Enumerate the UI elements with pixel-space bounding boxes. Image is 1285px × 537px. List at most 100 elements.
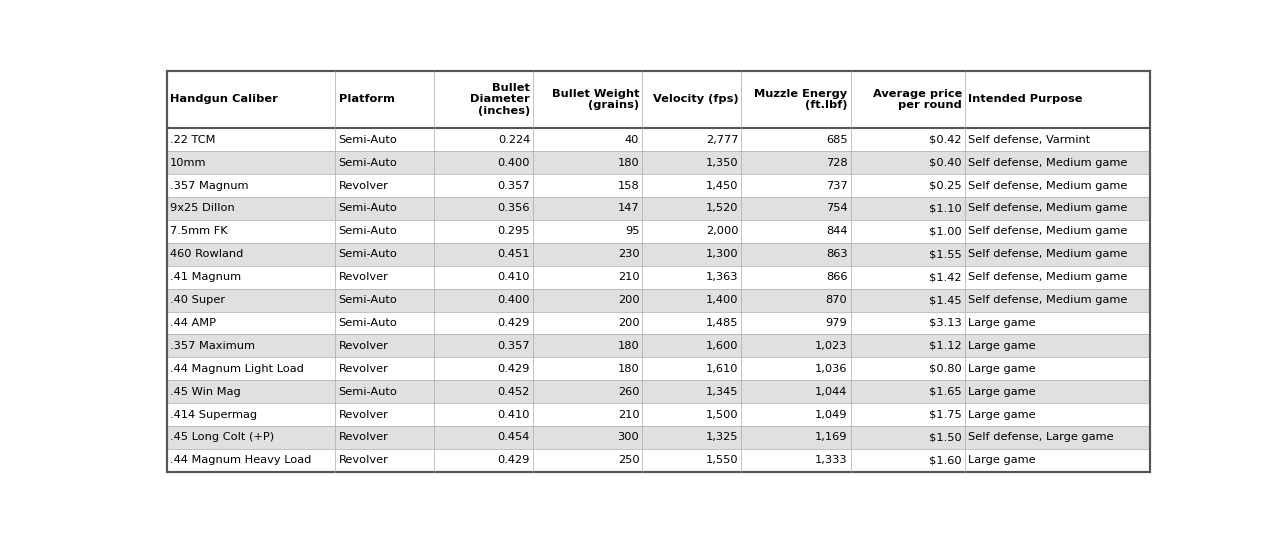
Text: 1,023: 1,023 bbox=[815, 341, 848, 351]
Text: $1.50: $1.50 bbox=[929, 432, 962, 442]
Text: 95: 95 bbox=[625, 227, 640, 236]
Text: 870: 870 bbox=[826, 295, 848, 305]
Text: Revolver: Revolver bbox=[338, 410, 388, 419]
Bar bbox=[167, 311, 1150, 335]
Bar bbox=[167, 403, 1150, 426]
Text: 0.400: 0.400 bbox=[497, 158, 529, 168]
Text: 460 Rowland: 460 Rowland bbox=[170, 249, 243, 259]
Bar bbox=[167, 70, 1150, 128]
Text: Muzzle Energy
(ft.lbf): Muzzle Energy (ft.lbf) bbox=[754, 89, 848, 110]
Text: .357 Magnum: .357 Magnum bbox=[170, 180, 248, 191]
Text: $1.00: $1.00 bbox=[929, 227, 962, 236]
Text: 1,325: 1,325 bbox=[705, 432, 738, 442]
Text: 147: 147 bbox=[618, 204, 640, 214]
Text: 0.400: 0.400 bbox=[497, 295, 529, 305]
Text: Self defense, Medium game: Self defense, Medium game bbox=[968, 158, 1127, 168]
Text: 2,000: 2,000 bbox=[705, 227, 738, 236]
Text: $3.13: $3.13 bbox=[929, 318, 962, 328]
Text: $1.10: $1.10 bbox=[929, 204, 962, 214]
Text: Intended Purpose: Intended Purpose bbox=[968, 95, 1083, 105]
Text: .40 Super: .40 Super bbox=[170, 295, 225, 305]
Text: 0.357: 0.357 bbox=[497, 180, 529, 191]
Text: Handgun Caliber: Handgun Caliber bbox=[170, 95, 278, 105]
Text: 200: 200 bbox=[618, 318, 640, 328]
Bar bbox=[167, 151, 1150, 174]
Text: 1,450: 1,450 bbox=[705, 180, 738, 191]
Text: Semi-Auto: Semi-Auto bbox=[338, 295, 397, 305]
Text: 230: 230 bbox=[618, 249, 640, 259]
Text: Bullet
Diameter
(inches): Bullet Diameter (inches) bbox=[470, 83, 529, 116]
Text: 260: 260 bbox=[618, 387, 640, 397]
Text: Self defense, Medium game: Self defense, Medium game bbox=[968, 272, 1127, 282]
Text: $0.25: $0.25 bbox=[929, 180, 962, 191]
Text: Revolver: Revolver bbox=[338, 455, 388, 466]
Text: Self defense, Varmint: Self defense, Varmint bbox=[968, 135, 1091, 145]
Text: 1,036: 1,036 bbox=[815, 364, 848, 374]
Bar bbox=[167, 266, 1150, 288]
Bar bbox=[167, 335, 1150, 357]
Text: Large game: Large game bbox=[968, 318, 1036, 328]
Text: 1,610: 1,610 bbox=[705, 364, 738, 374]
Text: $0.40: $0.40 bbox=[929, 158, 962, 168]
Text: .44 Magnum Heavy Load: .44 Magnum Heavy Load bbox=[170, 455, 311, 466]
Text: 1,485: 1,485 bbox=[705, 318, 738, 328]
Text: 1,363: 1,363 bbox=[705, 272, 738, 282]
Bar bbox=[167, 128, 1150, 151]
Text: .357 Maximum: .357 Maximum bbox=[170, 341, 254, 351]
Text: 1,300: 1,300 bbox=[705, 249, 738, 259]
Text: 685: 685 bbox=[826, 135, 848, 145]
Text: Self defense, Medium game: Self defense, Medium game bbox=[968, 295, 1127, 305]
Text: 0.454: 0.454 bbox=[497, 432, 529, 442]
Text: 754: 754 bbox=[826, 204, 848, 214]
Text: 250: 250 bbox=[618, 455, 640, 466]
Bar bbox=[167, 243, 1150, 266]
Text: 0.429: 0.429 bbox=[497, 455, 529, 466]
Text: Semi-Auto: Semi-Auto bbox=[338, 158, 397, 168]
Text: Semi-Auto: Semi-Auto bbox=[338, 318, 397, 328]
Text: 0.429: 0.429 bbox=[497, 364, 529, 374]
Text: 1,600: 1,600 bbox=[705, 341, 738, 351]
Text: 210: 210 bbox=[618, 272, 640, 282]
Text: Self defense, Large game: Self defense, Large game bbox=[968, 432, 1114, 442]
Text: Semi-Auto: Semi-Auto bbox=[338, 227, 397, 236]
Bar bbox=[167, 174, 1150, 197]
Text: 0.357: 0.357 bbox=[497, 341, 529, 351]
Text: Bullet Weight
(grains): Bullet Weight (grains) bbox=[551, 89, 640, 110]
Text: 180: 180 bbox=[618, 341, 640, 351]
Text: Platform: Platform bbox=[338, 95, 394, 105]
Text: Self defense, Medium game: Self defense, Medium game bbox=[968, 249, 1127, 259]
Text: 866: 866 bbox=[826, 272, 848, 282]
Text: 0.451: 0.451 bbox=[497, 249, 529, 259]
Text: Revolver: Revolver bbox=[338, 364, 388, 374]
Text: $1.12: $1.12 bbox=[929, 341, 962, 351]
Text: .45 Win Mag: .45 Win Mag bbox=[170, 387, 240, 397]
Text: 0.452: 0.452 bbox=[497, 387, 529, 397]
Text: $0.42: $0.42 bbox=[929, 135, 962, 145]
Bar bbox=[167, 288, 1150, 311]
Bar bbox=[167, 357, 1150, 380]
Text: 1,500: 1,500 bbox=[705, 410, 738, 419]
Text: 863: 863 bbox=[826, 249, 848, 259]
Text: Self defense, Medium game: Self defense, Medium game bbox=[968, 180, 1127, 191]
Text: 1,169: 1,169 bbox=[815, 432, 848, 442]
Bar bbox=[167, 380, 1150, 403]
Text: Revolver: Revolver bbox=[338, 432, 388, 442]
Text: 0.410: 0.410 bbox=[497, 272, 529, 282]
Bar bbox=[167, 197, 1150, 220]
Text: 1,345: 1,345 bbox=[705, 387, 738, 397]
Text: .414 Supermag: .414 Supermag bbox=[170, 410, 257, 419]
Text: 1,044: 1,044 bbox=[815, 387, 848, 397]
Text: 300: 300 bbox=[618, 432, 640, 442]
Text: $0.80: $0.80 bbox=[929, 364, 962, 374]
Text: $1.45: $1.45 bbox=[929, 295, 962, 305]
Bar bbox=[167, 220, 1150, 243]
Text: Revolver: Revolver bbox=[338, 180, 388, 191]
Text: $1.55: $1.55 bbox=[929, 249, 962, 259]
Text: .44 AMP: .44 AMP bbox=[170, 318, 216, 328]
Text: Semi-Auto: Semi-Auto bbox=[338, 135, 397, 145]
Text: 10mm: 10mm bbox=[170, 158, 207, 168]
Text: $1.42: $1.42 bbox=[929, 272, 962, 282]
Text: 728: 728 bbox=[826, 158, 848, 168]
Text: 0.224: 0.224 bbox=[497, 135, 529, 145]
Text: Large game: Large game bbox=[968, 341, 1036, 351]
